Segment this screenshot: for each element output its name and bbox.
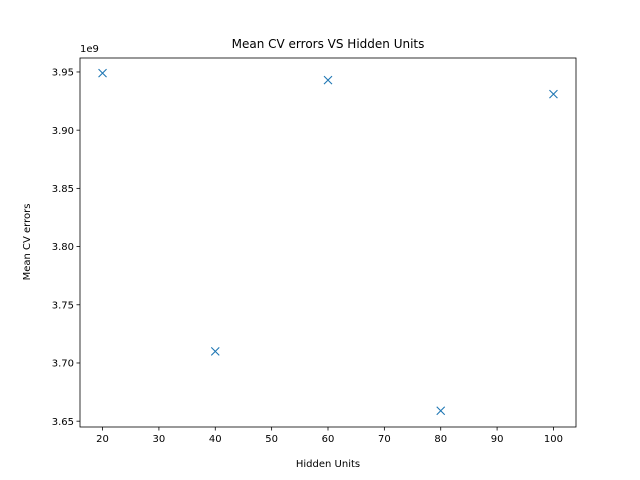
y-tick-label: 3.80: [52, 242, 74, 253]
y-axis-label: Mean CV errors: [22, 204, 33, 281]
x-tick-label: 40: [209, 434, 222, 445]
x-tick-label: 80: [434, 434, 447, 445]
y-tick-label: 3.85: [52, 184, 74, 195]
chart-title: Mean CV errors VS Hidden Units: [232, 37, 425, 51]
x-axis-label: Hidden Units: [296, 459, 360, 470]
y-tick-label: 3.95: [52, 68, 74, 79]
x-tick-label: 60: [322, 434, 335, 445]
y-offset-label: 1e9: [80, 44, 99, 55]
x-tick-label: 30: [153, 434, 166, 445]
data-point: [98, 68, 107, 78]
data-point: [210, 346, 220, 356]
y-tick-label: 3.65: [52, 417, 74, 428]
x-tick-label: 90: [491, 434, 504, 445]
x-tick-label: 70: [378, 434, 391, 445]
axes-frame: [79, 57, 577, 428]
data-point: [323, 75, 333, 85]
data-point: [549, 89, 558, 99]
y-tick-label: 3.70: [52, 359, 74, 370]
plot-area: 20 30 40 50 60 70 80 90 100 3.65 3.70 3.75 3.80 3.85 3…: [52, 57, 577, 445]
y-tick-label: 3.75: [52, 300, 74, 311]
y-tick-label: 3.90: [52, 126, 74, 137]
data-point: [436, 406, 446, 416]
x-tick-label: 20: [96, 434, 109, 445]
x-tick-label: 100: [544, 434, 563, 445]
x-tick-label: 50: [265, 434, 278, 445]
